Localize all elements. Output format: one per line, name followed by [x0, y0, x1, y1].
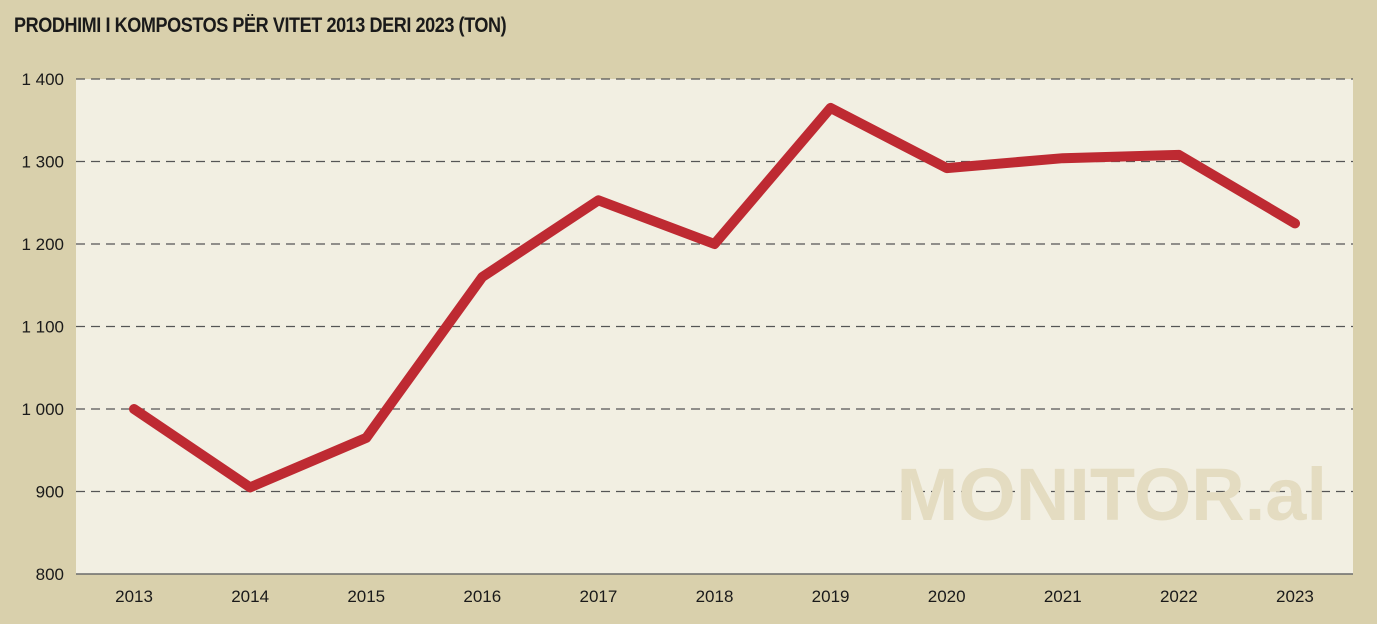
x-tick-label: 2013 [115, 587, 153, 606]
x-axis-ticks: 2013 2014 2015 2016 2017 2018 2019 2020 2021 2022… [115, 587, 1314, 606]
x-tick-label: 2020 [928, 587, 966, 606]
y-tick-label: 1 200 [21, 235, 64, 254]
data-point [133, 408, 135, 410]
data-point [597, 199, 599, 201]
data-point [481, 276, 483, 278]
y-tick-label: 1 100 [21, 318, 64, 337]
x-tick-label: 2017 [579, 587, 617, 606]
y-tick-label: 1 300 [21, 153, 64, 172]
x-tick-label: 2015 [347, 587, 385, 606]
series-group [129, 102, 1300, 493]
data-point [1062, 157, 1064, 159]
x-tick-label: 2016 [463, 587, 501, 606]
y-tick-label: 1 400 [21, 70, 64, 89]
x-tick-label: 2018 [696, 587, 734, 606]
x-tick-label: 2022 [1160, 587, 1198, 606]
x-tick-label: 2019 [812, 587, 850, 606]
data-point [946, 167, 948, 169]
y-tick-label: 800 [36, 565, 64, 584]
gridlines [76, 78, 1353, 493]
data-point [365, 437, 367, 439]
chart-title: PRODHIMI I KOMPOSTOS PËR VITET 2013 DERI… [14, 14, 507, 37]
data-point [1294, 222, 1296, 224]
data-point [249, 486, 251, 488]
data-point [1178, 154, 1180, 156]
x-tick-label: 2014 [231, 587, 269, 606]
x-tick-label: 2023 [1276, 587, 1314, 606]
watermark: MONITOR.al [897, 453, 1327, 536]
y-tick-label: 1 000 [21, 400, 64, 419]
data-point [714, 243, 715, 245]
data-point [830, 107, 832, 109]
y-tick-label: 900 [36, 483, 64, 502]
x-tick-label: 2021 [1044, 587, 1082, 606]
y-axis-ticks: 800 900 1 000 1 100 1 200 1 300 1 400 [21, 70, 64, 584]
